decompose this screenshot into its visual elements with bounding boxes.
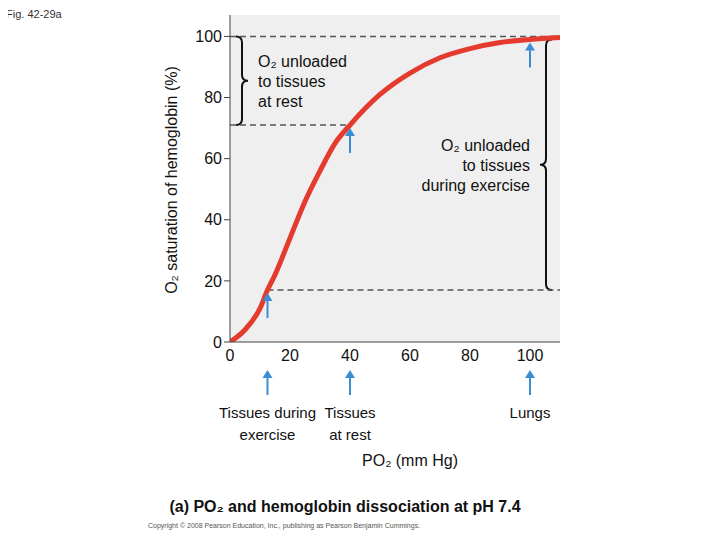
html-text:PO₂ (mm Hg): PO₂ (mm Hg) <box>362 452 458 469</box>
svg-text:0: 0 <box>213 334 222 351</box>
svg-text:100: 100 <box>517 347 544 364</box>
svg-text:at rest: at rest <box>329 426 372 443</box>
svg-text:40: 40 <box>341 347 359 364</box>
svg-text:O₂ unloaded: O₂ unloaded <box>441 137 530 154</box>
html-text:(a) PO₂ and hemoglobin dissoci: (a) PO₂ and hemoglobin dissociation at p… <box>169 498 521 515</box>
svg-text:100: 100 <box>195 28 222 45</box>
svg-text:O₂ unloaded: O₂ unloaded <box>258 53 347 70</box>
svg-text:Tissues: Tissues <box>324 404 375 421</box>
svg-text:80: 80 <box>461 347 479 364</box>
svg-text:20: 20 <box>204 273 222 290</box>
svg-text:40: 40 <box>204 211 222 228</box>
svg-text:Lungs: Lungs <box>510 404 551 421</box>
svg-text:to tissues: to tissues <box>258 73 326 90</box>
svg-text:to tissues: to tissues <box>462 157 530 174</box>
html-text:O₂ saturation of hemoglobin (%: O₂ saturation of hemoglobin (%) <box>163 66 180 294</box>
html-text:Fig. 42-29a: Fig. 42-29a <box>6 8 62 20</box>
svg-text:0: 0 <box>226 347 235 364</box>
svg-text:80: 80 <box>204 89 222 106</box>
svg-text:exercise: exercise <box>240 426 296 443</box>
html-text:Copyright © 2008 Pearson Educa: Copyright © 2008 Pearson Education, Inc.… <box>148 522 421 529</box>
svg-text:at rest: at rest <box>258 93 303 110</box>
svg-text:Tissues during: Tissues during <box>219 404 316 421</box>
svg-text:during exercise: during exercise <box>422 177 531 194</box>
svg-text:60: 60 <box>204 150 222 167</box>
svg-text:60: 60 <box>401 347 419 364</box>
svg-text:20: 20 <box>281 347 299 364</box>
